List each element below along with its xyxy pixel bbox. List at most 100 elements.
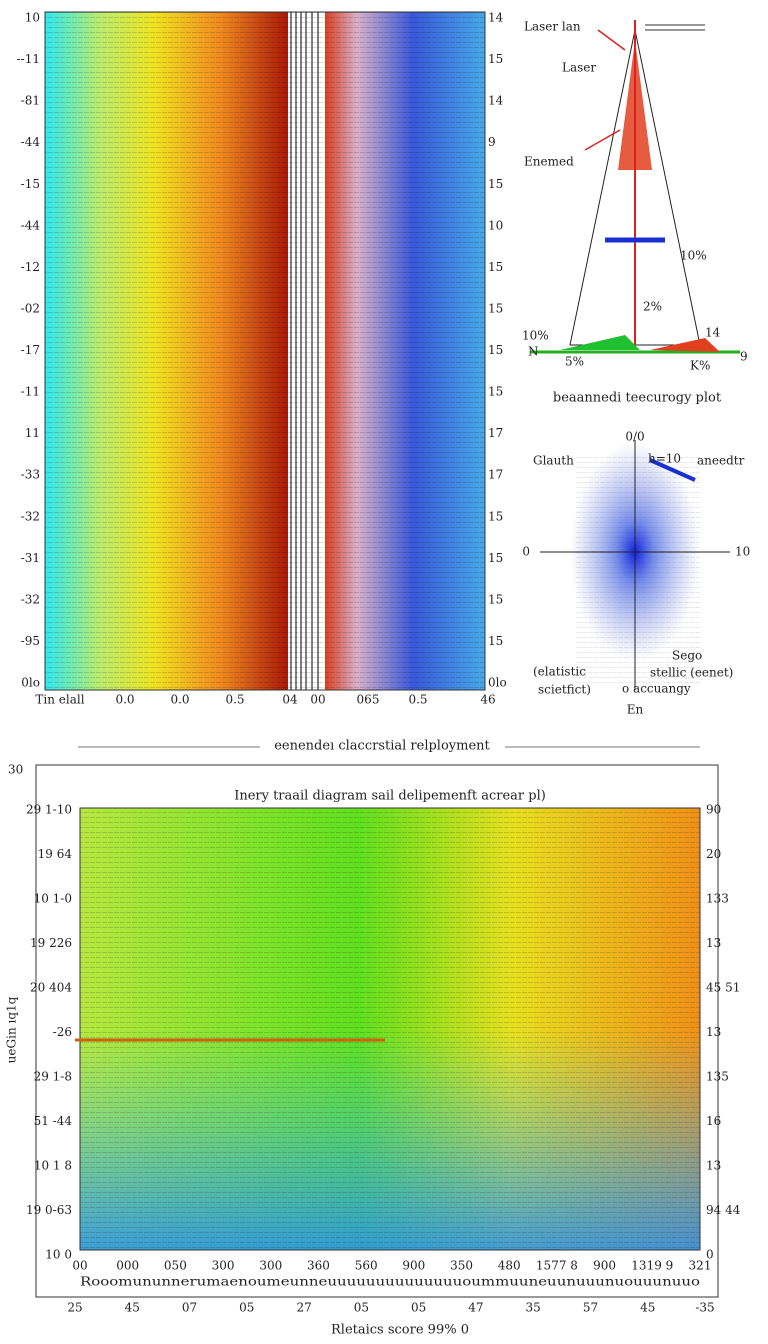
x-tick-label: 04 [282,693,298,707]
x-tick-label: 900 [593,1259,616,1273]
y-tick-label: -11 [21,385,40,399]
y-tick-label: 135 [706,1070,729,1084]
x-tick-label: 0.5 [408,693,427,707]
y-tick-label: 51 -44 [34,1114,73,1128]
y-tick-label: 10 1 8 [34,1159,72,1173]
y-tick-label: -15 [21,177,40,191]
y-tick-label: -17 [21,343,40,357]
x-tick-label: 57 [583,1301,598,1315]
y-tick-label: 90 [706,803,721,817]
polar-label: h=10 [648,452,681,466]
y-tick-label: -44 [21,218,41,232]
y-tick-label: 15 [488,385,503,399]
polar-label: Sego [672,649,702,663]
y-tick-label: 13 [706,1159,721,1173]
diagram-label: 14 [705,326,721,340]
x-tick-label: 27 [296,1301,311,1315]
y-tick-label: -26 [53,1025,72,1039]
y-tick-label: 0lo [488,676,507,690]
y-tick-label: 10 [25,11,40,25]
y-tick-label: 30 [8,763,23,777]
x-tick-label: 1577 8 [536,1259,578,1273]
diagram-label: 10% [522,329,549,343]
beam-diagram [530,20,740,354]
diagram-label: Laser lan [524,20,581,34]
x-tick-label: 0.5 [225,693,244,707]
y-tick-label: 15 [488,301,503,315]
labels: 10 -‑11 -81 -44 -15 -44 -12 -02 -17 -11 11 -33 -32 -3… [5,11,751,1338]
y-tick-label: 13 [706,936,721,950]
y-tick-label: 45 51 [706,981,740,995]
chart-title: Inery traail diagram sail delipemenft ac… [234,789,546,804]
y-tick-label: 19 0-63 [26,1203,72,1217]
y-tick-label: 10 0 [45,1248,72,1262]
y-tick-label: 20 [706,847,721,861]
y-tick-label: 29 1-10 [26,803,72,817]
x-tick-label: 321 [689,1259,712,1273]
y-tick-label: -81 [21,94,40,108]
bottom-heatmap [35,764,719,1298]
diagram-label: 2% [643,300,662,314]
diagram-label: Enemed [524,155,574,169]
polar-label: (elatistic [533,665,586,679]
y-tick-label: 14 [488,94,504,108]
x-tick-label: 900 [402,1259,425,1273]
diagram-label: N [528,345,539,359]
x-axis-label: Rletaics score 99% 0 [331,1323,469,1338]
x-tick-label: 300 [259,1259,282,1273]
x-tick-label: 46 [480,693,495,707]
y-tick-label: 16 [706,1114,721,1128]
y-tick-label: 19 64 [38,847,73,861]
diagram-label: 10% [680,249,707,263]
y-tick-label: 29 1-8 [34,1070,72,1084]
x-tick-label: 560 [355,1259,378,1273]
polar-label: o accuangy [622,682,691,696]
y-axis-label: ueGin ıq1q [5,996,19,1063]
y-tick-label: 15 [488,343,503,357]
y-tick-label: 15 [488,634,503,648]
x-tick-label: 050 [164,1259,187,1273]
caption: beaannedi teecurogy plot [553,391,722,406]
y-tick-label: 10 1-0 [34,892,72,906]
x-tick-label: 350 [450,1259,473,1273]
polar-label: aneedtr [697,454,745,468]
x-tick-label: 05 [239,1301,254,1315]
y-tick-label: -32 [21,592,40,606]
y-tick-label: -33 [21,468,40,482]
x-tick-label: 47 [468,1301,483,1315]
x-tick-label: 35 [526,1301,541,1315]
y-tick-label: 15 [488,509,503,523]
y-tick-label: 15 [488,551,503,565]
x-tick-label: 0.0 [170,693,189,707]
y-tick-label: -02 [21,301,40,315]
diagram-label: 5% [565,355,584,369]
y-tick-label: 15 [488,177,503,191]
y-tick-label: 14 [488,11,504,25]
x-tick-label: 360 [307,1259,330,1273]
y-tick-label: -‑11 [17,52,40,66]
x-tick-label: 480 [498,1259,521,1273]
y-tick-label: 15 [488,52,503,66]
x-tick-label: 00 [310,693,325,707]
y-tick-label: 9 [488,135,496,149]
x-tick-label: 45 [125,1301,140,1315]
diagram-label: 9 [740,350,748,364]
y-tick-label: 10 [488,218,503,232]
x-tick-label: 05 [411,1301,426,1315]
x-tick-label: 065 [357,693,380,707]
y-tick-label: 17 [488,426,503,440]
y-tick-label: 94 44 [706,1203,741,1217]
y-tick-label: -12 [21,260,40,274]
x-tick-label: 0.0 [115,693,134,707]
y-tick-label: -32 [21,509,40,523]
polar-label: 0 [522,545,530,559]
y-tick-label: 20 404 [30,981,72,995]
diagram-label: Laser [562,61,596,75]
y-tick-label: 17 [488,468,503,482]
polar-label: stellic (eenet) [650,666,733,680]
x-tick-label: 300 [212,1259,235,1273]
x-tick-label: -35 [695,1301,714,1315]
y-tick-label: 11 [25,426,40,440]
scribble: Rooomununnerumaenoumeunneuuuuuuuuuuuuuuo… [80,1275,700,1289]
